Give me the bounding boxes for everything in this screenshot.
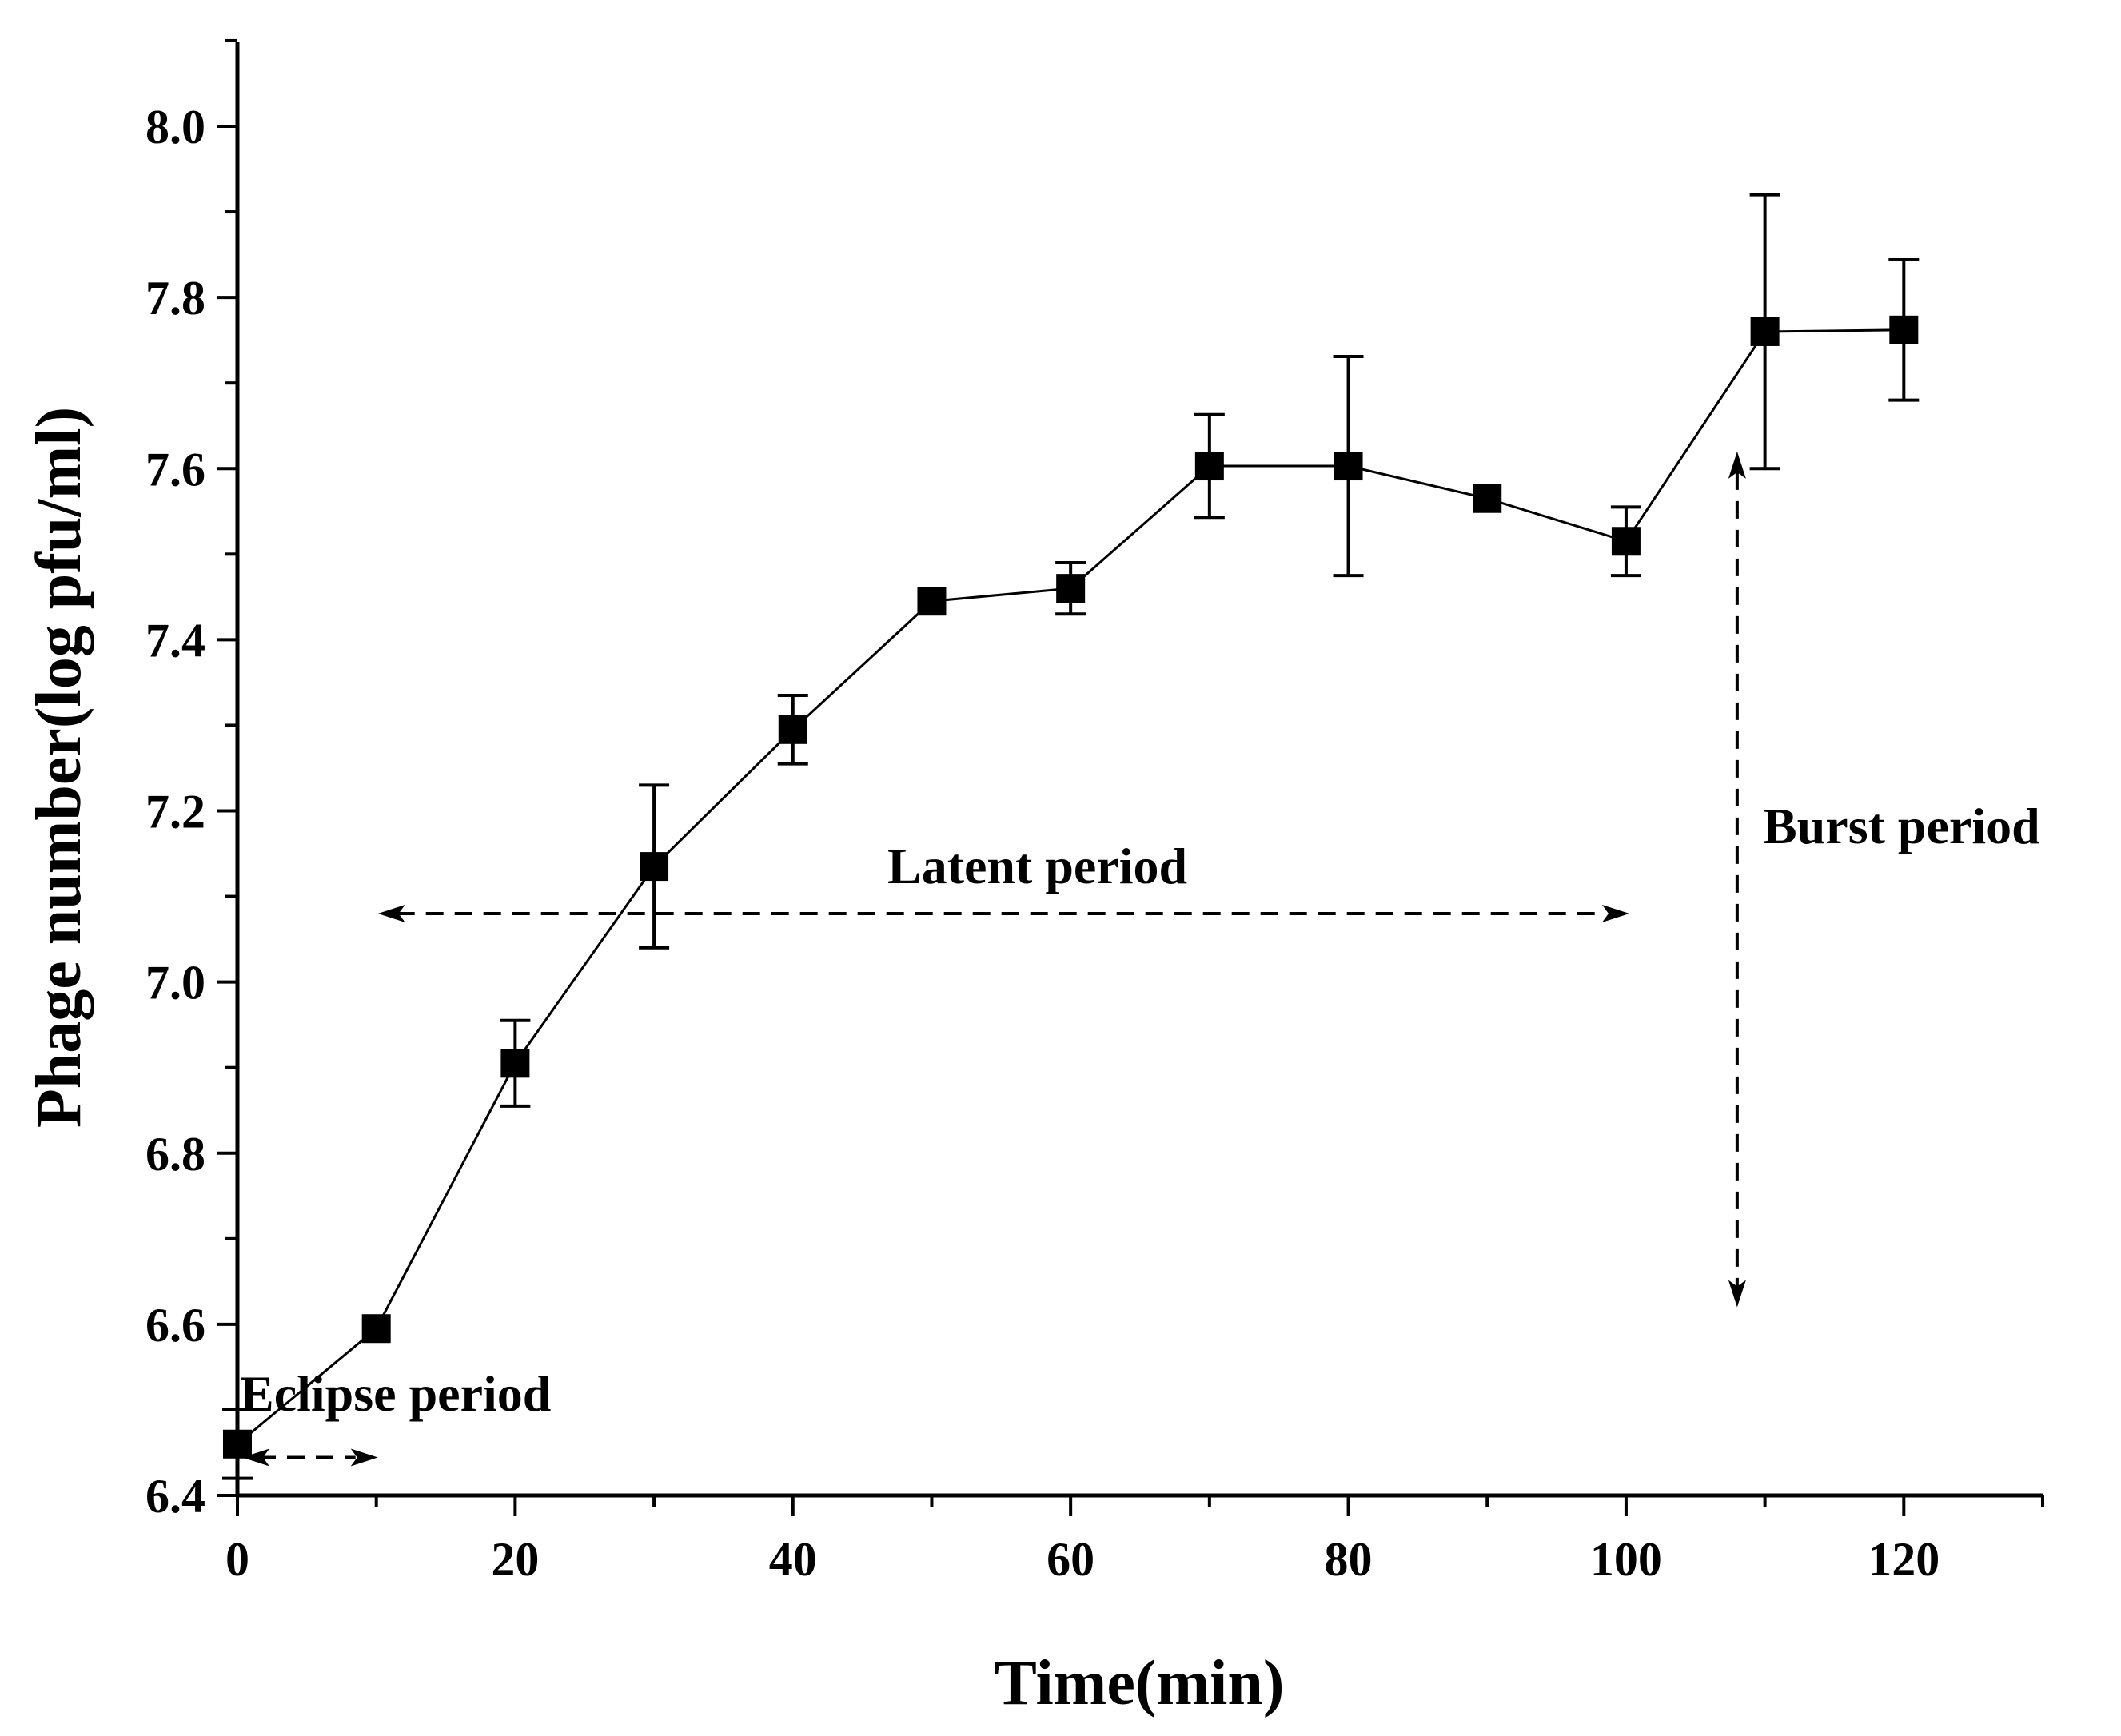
axes bbox=[235, 42, 2043, 1498]
latent-period-label: Latent period bbox=[887, 838, 1187, 894]
data-point-marker bbox=[1056, 574, 1086, 603]
data-point-marker bbox=[917, 587, 947, 616]
x-tick-label: 20 bbox=[491, 1533, 539, 1586]
eclipse-period-label: Eclipse period bbox=[240, 1365, 551, 1422]
y-tick-label: 6.6 bbox=[146, 1299, 205, 1352]
series bbox=[222, 193, 1920, 1480]
x-tick-label: 60 bbox=[1047, 1533, 1094, 1586]
y-tick-label: 7.8 bbox=[146, 272, 205, 325]
x-tick-label: 100 bbox=[1590, 1533, 1662, 1586]
y-axis-title: Phage number(log pfu/ml) bbox=[24, 407, 94, 1128]
eclipse-arrowhead-right bbox=[350, 1448, 378, 1467]
annotations bbox=[242, 451, 1746, 1467]
x-tick-label: 0 bbox=[225, 1533, 249, 1586]
x-tick-label: 120 bbox=[1868, 1533, 1940, 1586]
data-point-marker bbox=[1889, 315, 1919, 344]
y-tick-label: 8.0 bbox=[146, 101, 205, 153]
data-point-marker bbox=[223, 1429, 252, 1459]
burst-period-label: Burst period bbox=[1763, 798, 2040, 854]
ticks bbox=[217, 38, 2044, 1516]
latent-arrowhead-left bbox=[377, 904, 405, 922]
tick-labels: 0 20 40 60 80 100 120 6.4 6.6 6.8 7.0 7.2 7.4 7.6 7.8 8… bbox=[146, 101, 1940, 1586]
data-point-marker bbox=[1194, 452, 1224, 481]
data-point-marker bbox=[1473, 484, 1502, 513]
data-point-marker bbox=[500, 1049, 530, 1078]
y-tick-label: 6.4 bbox=[146, 1470, 205, 1523]
data-point-marker bbox=[778, 715, 807, 744]
burst-arrowhead-up bbox=[1728, 451, 1746, 479]
x-tick-label: 80 bbox=[1325, 1533, 1373, 1586]
data-point-marker bbox=[1334, 452, 1363, 481]
x-tick-label: 40 bbox=[769, 1533, 817, 1586]
latent-arrowhead-right bbox=[1601, 904, 1629, 922]
data-point-marker bbox=[1611, 527, 1641, 556]
eclipse-arrowhead-left bbox=[242, 1448, 269, 1467]
y-tick-label: 7.2 bbox=[146, 786, 205, 838]
y-tick-label: 7.0 bbox=[146, 957, 205, 1009]
burst-arrowhead-down bbox=[1728, 1280, 1746, 1308]
data-point-marker bbox=[361, 1314, 391, 1344]
data-point-marker bbox=[640, 852, 669, 882]
y-tick-label: 7.4 bbox=[146, 614, 205, 667]
y-tick-label: 6.8 bbox=[146, 1128, 205, 1181]
y-tick-label: 7.6 bbox=[146, 443, 205, 496]
data-point-marker bbox=[1750, 317, 1780, 346]
x-axis-title: Time(min) bbox=[995, 1648, 1285, 1718]
